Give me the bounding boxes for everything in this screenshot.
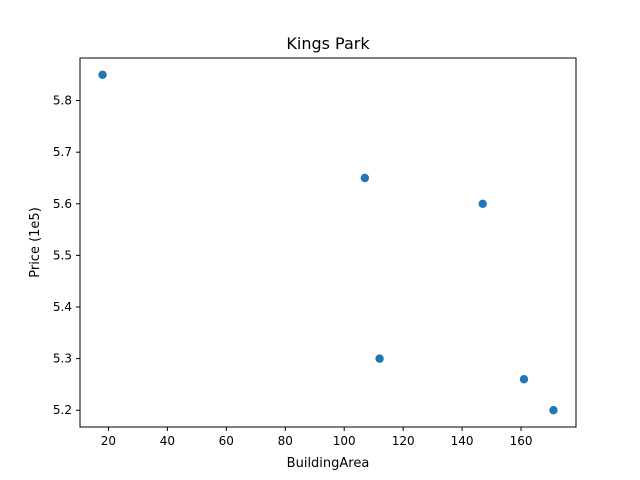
data-point-0 [98, 70, 107, 79]
y-tick-label: 5.2 [53, 403, 72, 417]
x-tick-label: 120 [392, 434, 415, 448]
data-point-4 [519, 375, 529, 384]
plot-frame [79, 57, 577, 428]
chart-title: Kings Park [286, 34, 370, 53]
x-tick-label: 160 [510, 434, 533, 448]
y-axis-ticks: 5.2 5.3 5.4 5.5 5.6 5.7 5.8 [53, 94, 80, 417]
y-tick-label: 5.3 [53, 352, 72, 366]
data-point-5 [549, 406, 558, 415]
data-point-3 [375, 354, 384, 363]
x-tick-label: 60 [219, 434, 234, 448]
y-tick-label: 5.4 [53, 300, 72, 314]
x-tick-label: 80 [278, 434, 293, 448]
x-axis-title: BuildingArea [287, 456, 370, 471]
y-tick-label: 5.7 [53, 145, 72, 159]
y-tick-label: 5.6 [53, 197, 72, 211]
x-tick-label: 100 [333, 434, 356, 448]
x-tick-label: 140 [451, 434, 474, 448]
data-point-2 [478, 199, 487, 208]
x-tick-label: 20 [101, 434, 116, 448]
y-tick-label: 5.5 [53, 248, 72, 262]
points-layer [98, 70, 558, 415]
x-tick-label: 40 [160, 434, 175, 448]
y-axis-title: Price (1e5) [28, 207, 43, 278]
y-tick-label: 5.8 [53, 94, 72, 108]
data-point-1 [360, 173, 370, 183]
x-axis-ticks: 20 40 60 80 100 120 140 160 [101, 427, 533, 448]
